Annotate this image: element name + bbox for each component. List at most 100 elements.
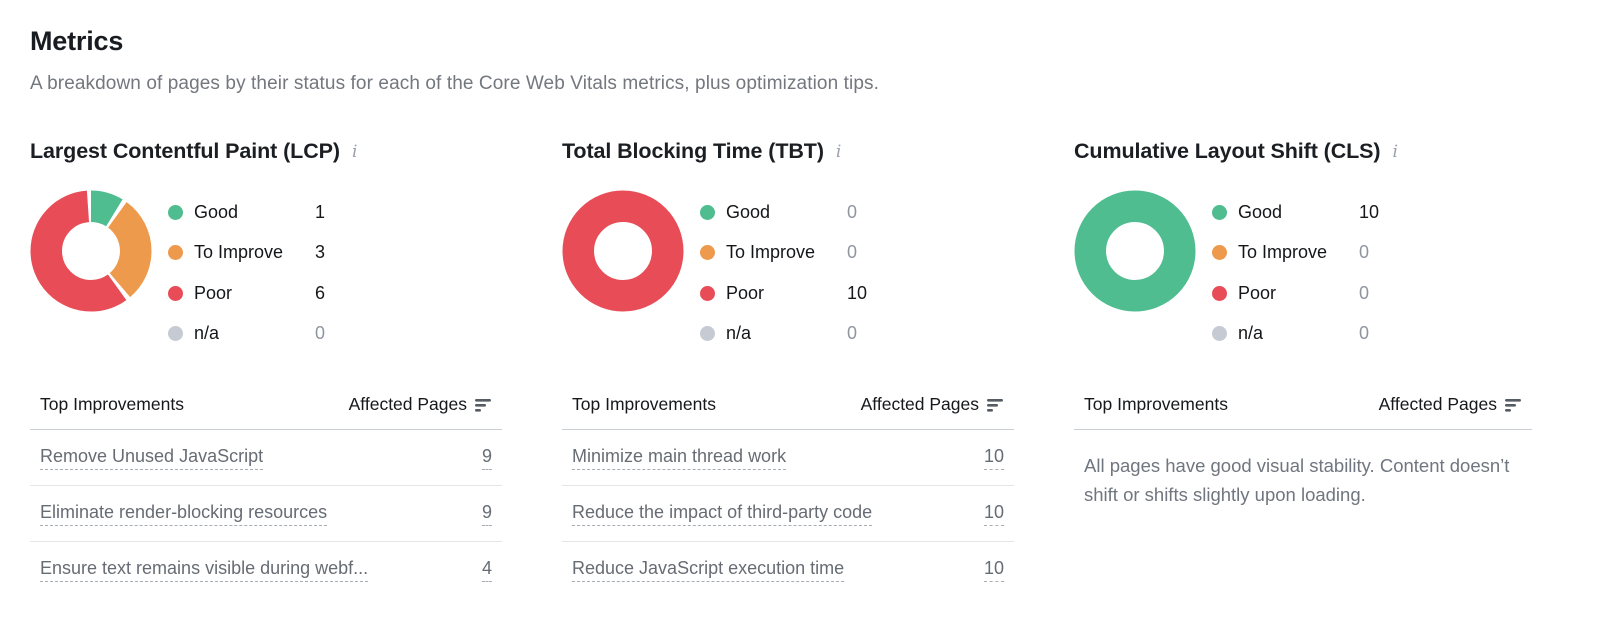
lcp-legend: Good 1 To Improve 3 Poor 6 (168, 192, 502, 354)
lcp-improvements-table: Top Improvements Affected Pages Remove U… (30, 394, 502, 597)
cls-improvements-table: Top Improvements Affected Pages All page… (1074, 394, 1532, 509)
legend-value: 0 (847, 201, 858, 222)
legend-item-to-improve[interactable]: To Improve 0 (1212, 233, 1532, 274)
na-dot-icon (168, 326, 183, 342)
good-dot-icon (700, 204, 715, 220)
page-title: Metrics (30, 26, 124, 56)
legend-value: 0 (847, 242, 858, 263)
poor-dot-icon (700, 285, 715, 301)
affected-pages-count[interactable]: 10 (983, 502, 1004, 526)
legend-label: To Improve (726, 242, 816, 263)
table-row: Minimize main thread work 10 (562, 430, 1014, 485)
legend-item-good[interactable]: Good 1 (168, 192, 502, 233)
table-row: Remove Unused JavaScript 9 (30, 430, 502, 485)
legend-item-good[interactable]: Good 0 (700, 192, 1014, 233)
na-dot-icon (700, 326, 715, 342)
affected-pages-count[interactable]: 10 (983, 446, 1004, 470)
info-icon[interactable]: i (1392, 142, 1398, 162)
cls-donut-chart[interactable] (1074, 190, 1196, 312)
legend-value: 0 (1359, 242, 1370, 263)
legend-item-to-improve[interactable]: To Improve 3 (168, 233, 502, 274)
legend-value: 0 (1359, 323, 1370, 344)
legend-value: 0 (1359, 282, 1370, 303)
lcp-donut-chart[interactable] (30, 190, 152, 312)
legend-label: n/a (726, 323, 752, 344)
improvement-link[interactable]: Remove Unused JavaScript (40, 446, 264, 470)
legend-item-na[interactable]: n/a 0 (1212, 314, 1532, 355)
info-icon[interactable]: i (835, 142, 842, 162)
table-row: Ensure text remains visible during webf.… (30, 541, 502, 597)
legend-item-poor[interactable]: Poor 6 (168, 273, 502, 314)
legend-value: 6 (315, 282, 326, 303)
improvement-link[interactable]: Ensure text remains visible during webf.… (40, 558, 369, 582)
sort-descending-icon (987, 398, 1003, 412)
affected-pages-count[interactable]: 9 (481, 502, 492, 526)
top-improvements-header: Top Improvements (40, 394, 184, 414)
sort-descending-icon (1505, 398, 1521, 412)
affected-pages-sort-control[interactable]: Affected Pages (861, 394, 1004, 415)
affected-pages-sort-control[interactable]: Affected Pages (349, 394, 492, 415)
legend-label: Poor (726, 282, 765, 303)
affected-pages-count[interactable]: 9 (481, 446, 492, 470)
lcp-title: Largest Contentful Paint (LCP) (30, 139, 340, 163)
legend-label: Poor (194, 282, 233, 303)
legend-value: 1 (315, 201, 326, 222)
cls-no-issues-message: All pages have good visual stability. Co… (1084, 455, 1510, 505)
affected-pages-header: Affected Pages (1378, 394, 1497, 414)
metric-card-cls: Cumulative Layout Shift (CLS) i Good 10 … (1074, 139, 1532, 597)
na-dot-icon (1212, 326, 1227, 342)
tbt-title: Total Blocking Time (TBT) (562, 139, 824, 163)
metrics-section: Metrics A breakdown of pages by their st… (30, 26, 1570, 597)
improvement-link[interactable]: Reduce the impact of third-party code (572, 502, 873, 526)
page-subtitle: A breakdown of pages by their status for… (30, 73, 879, 94)
improvement-link[interactable]: Minimize main thread work (572, 446, 787, 470)
legend-value: 0 (847, 323, 858, 344)
legend-label: n/a (1238, 323, 1264, 344)
tbt-donut-chart[interactable] (562, 190, 684, 312)
metric-card-lcp: Largest Contentful Paint (LCP) i Good 1 … (30, 139, 502, 597)
legend-item-na[interactable]: n/a 0 (168, 314, 502, 355)
legend-label: To Improve (1238, 242, 1328, 263)
legend-item-good[interactable]: Good 10 (1212, 192, 1532, 233)
table-row: Eliminate render-blocking resources 9 (30, 485, 502, 541)
cls-legend: Good 10 To Improve 0 Poor 0 (1212, 192, 1532, 354)
affected-pages-sort-control[interactable]: Affected Pages (1379, 394, 1522, 415)
poor-dot-icon (1212, 285, 1227, 301)
legend-label: Good (194, 201, 239, 222)
poor-dot-icon (168, 285, 183, 301)
legend-item-poor[interactable]: Poor 0 (1212, 273, 1532, 314)
legend-label: Good (726, 201, 771, 222)
affected-pages-header: Affected Pages (860, 394, 979, 414)
metric-card-tbt: Total Blocking Time (TBT) i Good 0 To Im… (562, 139, 1014, 597)
legend-item-poor[interactable]: Poor 10 (700, 273, 1014, 314)
legend-value: 10 (1359, 201, 1380, 222)
good-dot-icon (1212, 204, 1227, 220)
top-improvements-header: Top Improvements (572, 394, 716, 414)
legend-value: 0 (315, 323, 326, 344)
table-row: Reduce JavaScript execution time 10 (562, 541, 1014, 597)
affected-pages-count[interactable]: 10 (983, 558, 1004, 582)
improvement-link[interactable]: Eliminate render-blocking resources (40, 502, 328, 526)
legend-label: To Improve (194, 242, 284, 263)
tbt-legend: Good 0 To Improve 0 Poor 10 (700, 192, 1014, 354)
legend-label: n/a (194, 323, 220, 344)
to-improve-dot-icon (1212, 245, 1227, 261)
good-dot-icon (168, 204, 183, 220)
to-improve-dot-icon (700, 245, 715, 261)
info-icon[interactable]: i (351, 142, 358, 162)
table-row: Reduce the impact of third-party code 10 (562, 485, 1014, 541)
affected-pages-count[interactable]: 4 (481, 558, 492, 582)
legend-value: 10 (847, 282, 868, 303)
legend-item-na[interactable]: n/a 0 (700, 314, 1014, 355)
legend-item-to-improve[interactable]: To Improve 0 (700, 233, 1014, 274)
sort-descending-icon (475, 398, 491, 412)
improvement-link[interactable]: Reduce JavaScript execution time (572, 558, 845, 582)
top-improvements-header: Top Improvements (1084, 394, 1228, 414)
legend-label: Good (1238, 201, 1283, 222)
metric-columns: Largest Contentful Paint (LCP) i Good 1 … (30, 139, 1570, 597)
tbt-improvements-table: Top Improvements Affected Pages Minimize… (562, 394, 1014, 597)
cls-title: Cumulative Layout Shift (CLS) (1074, 139, 1381, 163)
legend-label: Poor (1238, 282, 1277, 303)
affected-pages-header: Affected Pages (348, 394, 467, 414)
legend-value: 3 (315, 242, 326, 263)
